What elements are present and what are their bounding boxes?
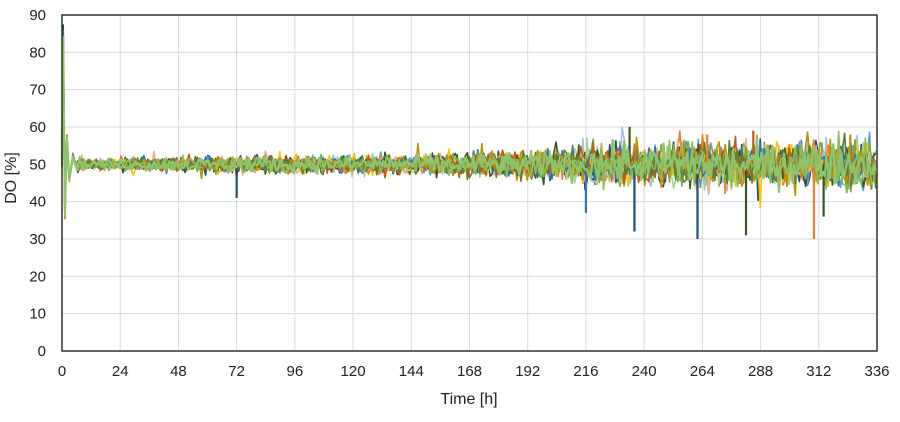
series-line: [61, 24, 877, 218]
y-tick-label: 20: [29, 268, 46, 285]
x-tick-label: 336: [864, 363, 889, 380]
x-tick-label: 0: [58, 363, 66, 380]
x-axis-title: Time [h]: [440, 391, 497, 408]
series-line: [61, 41, 877, 212]
x-tick-labels: 0 24 48 72 96 120 144 168 192 216 240 264 288 312 336: [58, 363, 890, 380]
series-group: [60, 24, 877, 239]
series-line: [60, 36, 877, 214]
x-tick-label: 96: [287, 363, 304, 380]
series-line: [61, 34, 877, 214]
y-tick-label: 70: [29, 82, 46, 99]
series-line: [61, 38, 877, 212]
x-tick-label: 312: [806, 363, 831, 380]
x-tick-label: 168: [457, 363, 482, 380]
x-tick-label: 240: [632, 363, 657, 380]
y-tick-label: 80: [29, 44, 46, 61]
y-axis-title: DO [%]: [3, 152, 20, 204]
series-line: [61, 24, 877, 215]
series-line: [61, 36, 877, 214]
x-tick-label: 72: [228, 363, 245, 380]
x-tick-label: 216: [573, 363, 598, 380]
x-tick-label: 264: [690, 363, 715, 380]
series-line: [61, 34, 876, 213]
series-line: [61, 34, 877, 216]
y-tick-label: 30: [29, 231, 46, 248]
x-tick-label: 144: [399, 363, 424, 380]
x-tick-label: 288: [748, 363, 773, 380]
series-line: [61, 39, 877, 210]
y-tick-label: 10: [29, 306, 46, 323]
x-tick-label: 120: [341, 363, 366, 380]
y-tick-label: 60: [29, 119, 46, 136]
gridlines: [61, 14, 878, 352]
y-tick-label: 0: [38, 343, 46, 360]
series-line: [61, 32, 877, 219]
y-tick-label: 50: [29, 156, 46, 173]
series-line: [61, 39, 877, 211]
x-tick-label: 24: [112, 363, 129, 380]
plot-area-frame: [61, 14, 878, 352]
x-tick-label: 192: [515, 363, 540, 380]
y-tick-label: 90: [29, 7, 46, 24]
y-tick-label: 40: [29, 194, 46, 211]
x-tick-label: 48: [170, 363, 187, 380]
y-tick-labels: 0 10 20 30 40 50 60 70 80 90: [29, 7, 46, 360]
series-line: [61, 38, 877, 220]
